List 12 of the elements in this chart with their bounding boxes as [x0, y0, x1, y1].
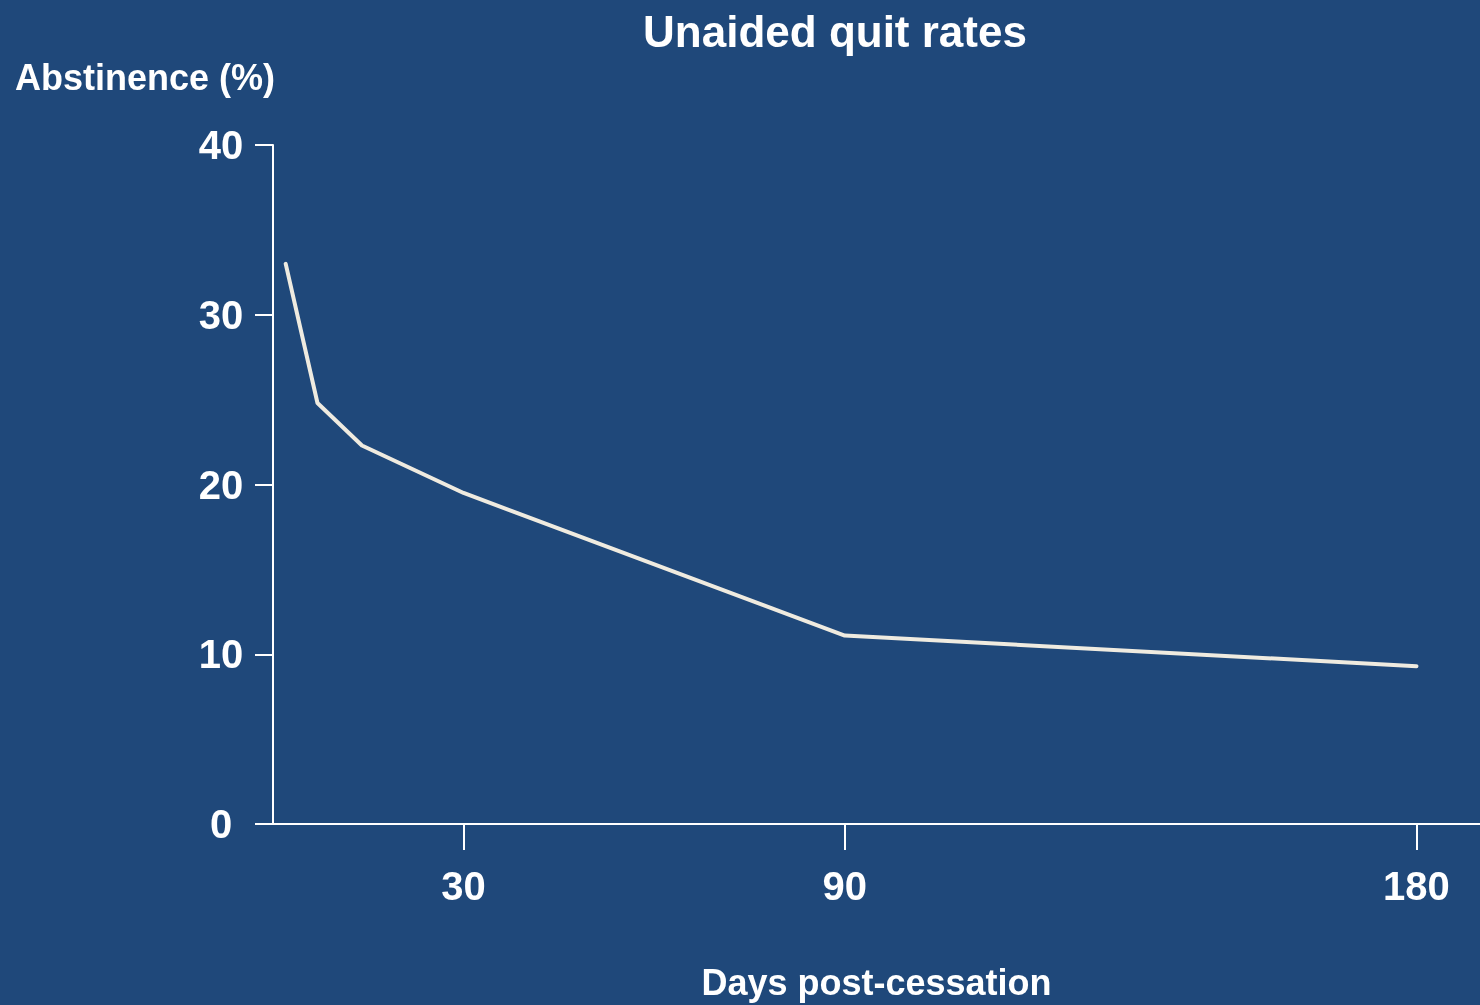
y-tick-label: 10	[198, 632, 244, 677]
chart-title: Unaided quit rates	[643, 6, 1027, 56]
y-tick-label: 40	[198, 123, 244, 167]
x-axis-title: Days post-cessation	[701, 961, 1052, 1003]
y-tick-label: 30	[198, 292, 244, 337]
y-tick-label: 0	[209, 802, 233, 846]
line-series	[283, 261, 1419, 669]
x-tick-label: 180	[1383, 864, 1450, 908]
x-tick-label: 90	[822, 864, 867, 908]
x-tick-label: 30	[441, 864, 486, 908]
y-axis-title: Abstinence (%)	[15, 56, 276, 98]
y-tick-label: 20	[198, 462, 244, 507]
